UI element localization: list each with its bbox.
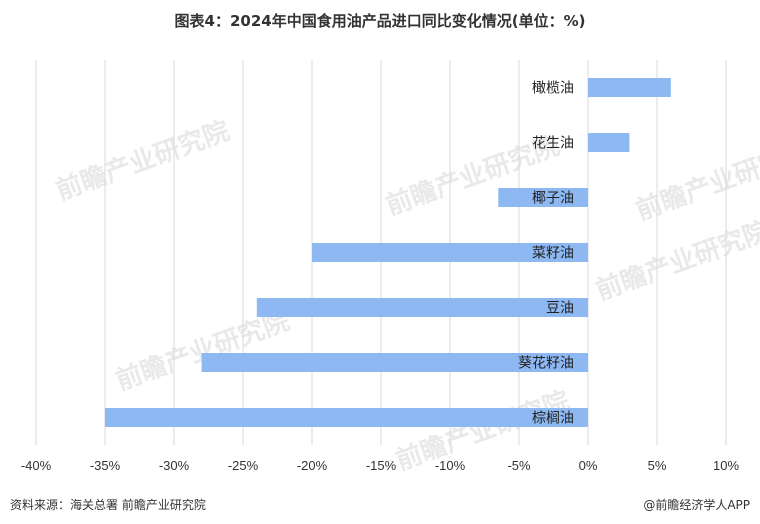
bar — [201, 353, 588, 372]
category-label: 椰子油 — [532, 191, 574, 207]
x-tick-label: -30% — [159, 458, 190, 473]
x-tick-label: -20% — [297, 458, 328, 473]
category-label: 葵花籽油 — [518, 356, 574, 372]
brand-credit: @前瞻经济学人APP — [643, 498, 750, 512]
chart-title: 图表4：2024年中国食用油产品进口同比变化情况(单位：%) — [174, 12, 586, 30]
category-label: 橄榄油 — [532, 81, 574, 97]
bar — [588, 133, 630, 152]
bar — [105, 408, 588, 427]
x-tick-label: -40% — [21, 458, 52, 473]
x-axis-ticks: -40% -35% -30% -25% -20% -15% -10% -5% 0% 5% 10% — [21, 458, 740, 473]
x-tick-label: 10% — [713, 458, 739, 473]
watermark-text: 前瞻产业研究院 — [392, 385, 574, 476]
x-tick-label: 0% — [579, 458, 598, 473]
category-label: 豆油 — [546, 301, 574, 317]
watermark-text: 前瞻产业研究院 — [632, 135, 760, 226]
x-tick-label: 5% — [648, 458, 667, 473]
x-tick-label: -15% — [366, 458, 397, 473]
bars — [105, 78, 671, 427]
watermark-text: 前瞻产业研究院 — [52, 115, 234, 206]
source-note: 资料来源：海关总署 前瞻产业研究院 — [10, 498, 206, 512]
x-tick-label: -5% — [507, 458, 531, 473]
bar — [256, 298, 588, 317]
watermark-text: 前瞻产业研究院 — [592, 215, 760, 306]
x-tick-label: -35% — [90, 458, 121, 473]
category-label: 菜籽油 — [532, 246, 574, 262]
bar — [312, 243, 588, 262]
bar — [498, 188, 588, 207]
bar — [588, 78, 671, 97]
watermark-text: 前瞻产业研究院 — [112, 305, 294, 396]
x-tick-label: -25% — [228, 458, 259, 473]
category-label: 棕榈油 — [532, 411, 574, 427]
category-label: 花生油 — [532, 136, 574, 152]
x-tick-label: -10% — [435, 458, 466, 473]
